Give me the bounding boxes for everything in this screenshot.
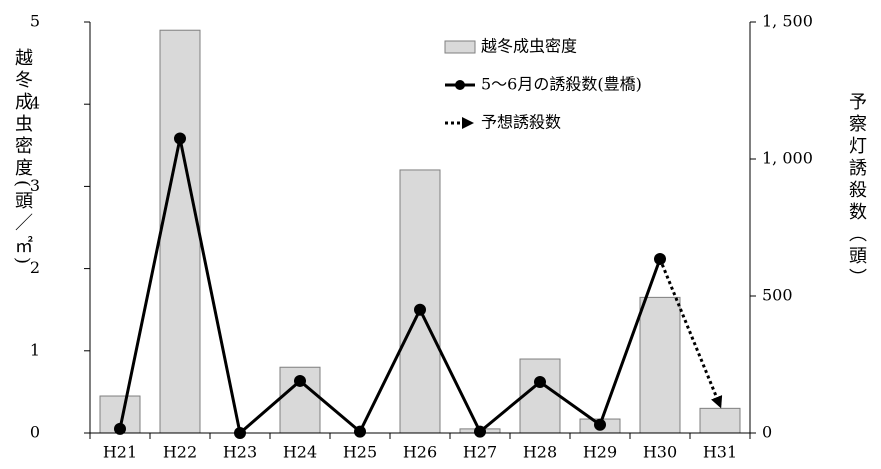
x-tick-label: H29: [583, 443, 617, 462]
x-tick-label: H26: [403, 443, 437, 462]
y2-axis-label: 予察灯誘殺数（頭）: [846, 92, 867, 290]
bar: [699, 407, 741, 434]
legend-label: 予想誘殺数: [481, 113, 561, 132]
legend-label: 5～6月の誘殺数(豊橋): [481, 75, 642, 94]
line: [658, 258, 723, 409]
line-marker: [474, 425, 486, 438]
y2-tick-label: 0: [762, 423, 772, 442]
bar: [519, 358, 561, 434]
line: [118, 138, 662, 436]
x-tick-label: H24: [283, 443, 317, 462]
y-tick-label: 4: [30, 94, 40, 113]
y-tick-label: 3: [30, 176, 40, 195]
bar: [159, 29, 201, 434]
line-marker: [414, 303, 426, 316]
line-marker: [294, 374, 306, 387]
y2-tick-label: 1, 000: [762, 149, 813, 168]
legend-label: 越冬成虫密度: [481, 37, 577, 56]
line-marker: [594, 418, 606, 431]
x-tick-label: H31: [703, 443, 737, 462]
y-tick-label: 1: [30, 340, 40, 359]
line-marker: [234, 427, 246, 439]
y-tick-label: 2: [30, 258, 40, 277]
x-tick-label: H30: [643, 443, 677, 462]
bar: [399, 169, 441, 434]
x-tick-label: H27: [463, 443, 497, 462]
x-tick-label: H25: [343, 443, 377, 462]
line-marker: [174, 132, 186, 145]
line-marker: [114, 422, 126, 435]
legend-swatch: [444, 40, 476, 54]
line-marker: [354, 425, 366, 438]
x-tick-label: H28: [523, 443, 557, 462]
x-tick-label: H22: [163, 443, 197, 462]
y2-tick-label: 1, 500: [762, 12, 813, 31]
y-tick-label: 0: [30, 423, 40, 442]
bar: [639, 296, 681, 434]
x-tick-label: H21: [103, 443, 137, 462]
legend-marker: [455, 80, 465, 90]
y2-tick-label: 500: [762, 286, 793, 305]
y-axis-label: 越冬成虫密度(頭／㎡): [12, 48, 33, 268]
y-tick-label: 5: [30, 12, 40, 31]
line-marker: [534, 376, 546, 389]
x-tick-label: H23: [223, 443, 257, 462]
